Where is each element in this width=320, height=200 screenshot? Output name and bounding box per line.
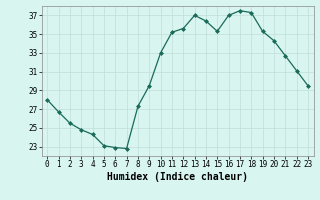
X-axis label: Humidex (Indice chaleur): Humidex (Indice chaleur) xyxy=(107,172,248,182)
